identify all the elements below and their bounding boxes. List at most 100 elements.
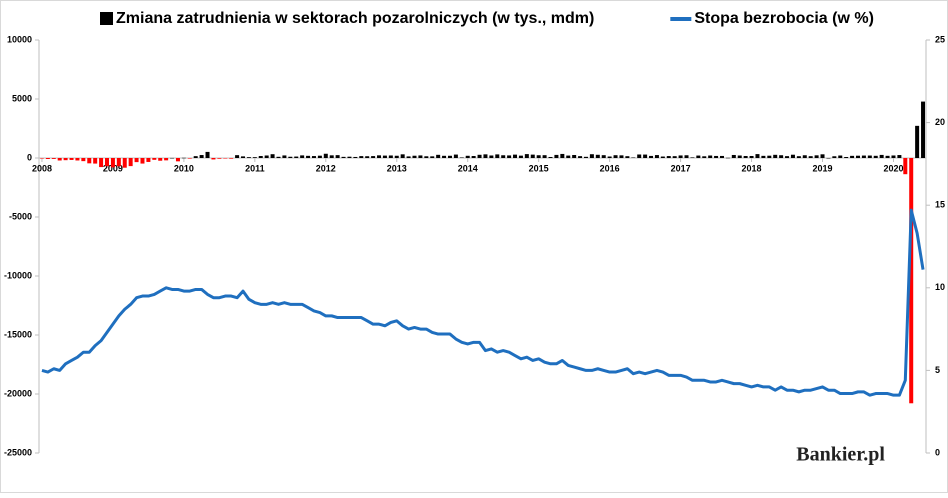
bar <box>560 153 565 158</box>
bar <box>483 154 488 158</box>
bar <box>164 158 169 161</box>
bar <box>128 158 133 167</box>
bar <box>501 155 506 158</box>
bar <box>684 155 689 158</box>
x-tick-label: 2016 <box>600 163 620 173</box>
bar <box>731 154 736 158</box>
bar <box>205 151 210 158</box>
y2-tick-label: 10 <box>935 282 945 292</box>
y-tick-label: 5000 <box>12 93 32 103</box>
y-tick-label: -25000 <box>4 447 32 457</box>
bar <box>436 154 441 158</box>
bar <box>625 156 630 158</box>
bar <box>229 158 234 159</box>
y2-tick-label: 5 <box>935 365 940 375</box>
y2-tick-label: 15 <box>935 200 945 210</box>
bar <box>329 155 334 158</box>
bar <box>903 158 908 175</box>
bar <box>654 155 659 158</box>
bar <box>69 158 74 160</box>
bar <box>755 154 760 158</box>
bar <box>909 158 914 404</box>
bar <box>430 156 435 158</box>
bar <box>217 158 222 159</box>
bar <box>465 155 470 158</box>
bar <box>105 158 110 167</box>
bar <box>802 155 807 158</box>
bar <box>897 155 902 158</box>
bar <box>388 155 393 158</box>
bar <box>643 154 648 158</box>
bar <box>246 157 251 158</box>
x-tick-label: 2015 <box>529 163 549 173</box>
bar <box>418 155 423 158</box>
y-tick-label: 10000 <box>7 34 32 44</box>
bar <box>725 157 730 159</box>
bar <box>785 156 790 158</box>
y-tick-label: -10000 <box>4 270 32 280</box>
bar <box>57 158 62 161</box>
bar <box>235 155 240 158</box>
bar <box>187 158 192 159</box>
x-tick-label: 2008 <box>32 163 52 173</box>
bar <box>583 156 588 158</box>
bar <box>885 155 890 158</box>
legend-swatch <box>100 12 113 25</box>
x-tick-label: 2014 <box>458 163 478 173</box>
bar <box>406 156 411 158</box>
y2-tick-label: 20 <box>935 117 945 127</box>
legend-label: Zmiana zatrudnienia w sektorach pozaroln… <box>116 10 594 27</box>
bar <box>832 156 837 158</box>
bar <box>447 155 452 158</box>
bar <box>737 155 742 158</box>
bar <box>850 155 855 158</box>
bar <box>696 155 701 158</box>
bar <box>838 155 843 158</box>
bar <box>471 156 476 158</box>
bar <box>690 157 695 158</box>
y-tick-label: 0 <box>27 152 32 162</box>
bar <box>861 155 866 158</box>
bar <box>672 156 677 158</box>
bar <box>578 156 583 158</box>
line <box>41 208 925 397</box>
bar <box>223 158 228 159</box>
legend-label: Stopa bezrobocia (w %) <box>694 10 874 27</box>
bar <box>158 158 163 161</box>
bar <box>211 158 216 160</box>
bar <box>63 158 68 161</box>
y-tick-label: -20000 <box>4 388 32 398</box>
bar <box>891 155 896 158</box>
bar <box>566 155 571 158</box>
watermark: Bankier.pl <box>796 444 885 466</box>
bar <box>288 156 293 158</box>
bar <box>779 155 784 158</box>
bar <box>152 158 157 160</box>
x-tick-label: 2019 <box>813 163 833 173</box>
bar <box>442 155 447 158</box>
bar <box>714 155 719 158</box>
bar <box>513 154 518 158</box>
bar <box>282 155 287 158</box>
bar <box>193 156 198 158</box>
bar <box>134 158 139 163</box>
bar <box>660 156 665 158</box>
bar <box>335 155 340 158</box>
bar <box>453 154 458 158</box>
bar <box>241 156 246 158</box>
bar <box>507 155 512 158</box>
bar <box>323 153 328 158</box>
bar <box>796 156 801 158</box>
x-tick-label: 2012 <box>316 163 336 173</box>
bar <box>814 155 819 158</box>
bar <box>306 155 311 158</box>
bar <box>93 158 98 164</box>
bar <box>678 155 683 158</box>
bar <box>808 156 813 158</box>
bar <box>394 155 399 158</box>
bar <box>371 156 376 158</box>
bar <box>99 158 104 168</box>
bar <box>146 158 151 162</box>
bar <box>595 154 600 158</box>
bar <box>749 155 754 158</box>
